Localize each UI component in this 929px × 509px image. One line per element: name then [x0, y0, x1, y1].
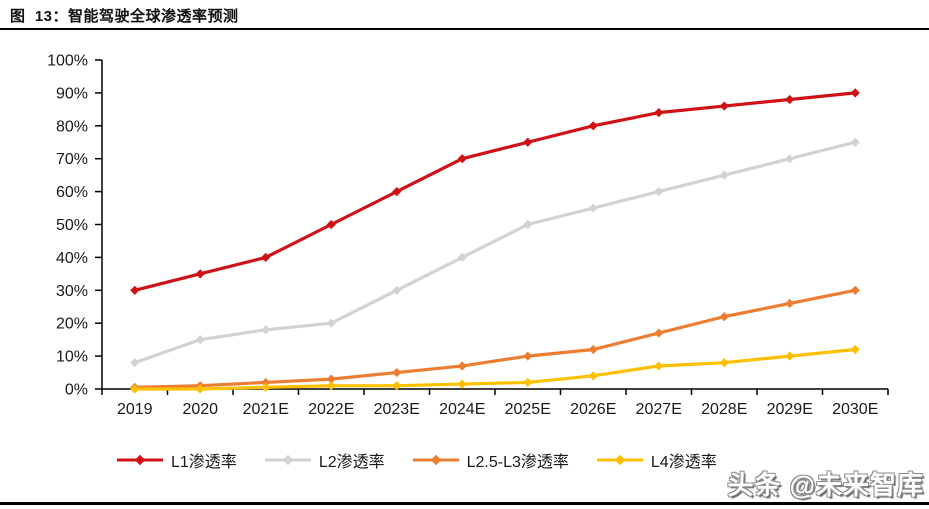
legend-marker-icon: [596, 454, 643, 466]
x-axis-tick-label: 2020: [182, 401, 218, 418]
data-point-marker-0: [654, 108, 664, 118]
data-point-marker-0: [719, 101, 729, 111]
data-point-marker-1: [392, 285, 402, 295]
legend-marker-icon: [412, 454, 459, 466]
legend-label: L1渗透率: [171, 454, 237, 471]
x-axis-tick-label: 2022E: [308, 401, 354, 418]
penetration-rate-line-chart: 0% 10% 20% 30% 40% 50% 60% 70% 80% 90% 100% 2019 202…: [47, 53, 889, 418]
data-point-marker-3: [326, 381, 336, 391]
y-axis-tick-label: 0%: [65, 382, 88, 399]
y-axis-tick-label: 100%: [47, 53, 88, 70]
watermark-text: 头条 @未来智库: [727, 470, 924, 500]
data-point-marker-1: [523, 219, 533, 230]
data-point-marker-3: [785, 351, 795, 361]
y-axis-tick-label: 30%: [56, 283, 88, 300]
data-point-marker-2: [588, 344, 598, 355]
legend-marker-icon: [117, 454, 163, 466]
data-point-marker-3: [195, 384, 205, 394]
figure-title-bar: 图 13：智能驾驶全球渗透率预测: [0, 0, 929, 30]
data-point-marker-1: [457, 252, 467, 262]
data-point-marker-1: [719, 170, 729, 180]
data-point-marker-3: [719, 358, 729, 368]
data-point-marker-2: [261, 377, 271, 388]
data-point-marker-3: [457, 379, 467, 389]
data-point-marker-1: [130, 358, 140, 368]
data-point-marker-0: [850, 88, 860, 98]
bottom-divider-line: [0, 502, 929, 505]
series-line-1: [133, 140, 857, 365]
data-point-marker-3: [654, 361, 664, 371]
data-point-marker-0: [457, 154, 467, 164]
x-axis-tick-label: 2024E: [439, 401, 485, 418]
data-point-marker-1: [588, 203, 598, 213]
data-point-marker-0: [523, 137, 533, 147]
legend-diamond: [430, 454, 441, 466]
data-point-marker-1: [195, 335, 205, 345]
data-point-marker-1: [654, 187, 664, 197]
legend-label: L2.5-L3渗透率: [466, 454, 569, 471]
x-axis-tick-label: 2025E: [505, 401, 551, 418]
legend-item-0: L1渗透率: [116, 448, 237, 472]
data-point-marker-3: [261, 382, 271, 392]
y-axis-tick-label: 10%: [56, 349, 88, 366]
data-point-marker-1: [261, 325, 271, 335]
x-axis-tick-label: 2023E: [374, 401, 420, 418]
data-point-marker-0: [195, 269, 205, 279]
data-point-marker-1: [850, 137, 860, 147]
series-line-3: [133, 347, 857, 391]
data-point-marker-1: [326, 318, 336, 328]
x-axis-tick-label: 2030E: [832, 401, 878, 418]
data-point-marker-2: [523, 351, 533, 361]
series-line-0: [133, 91, 857, 292]
data-point-marker-3: [850, 344, 860, 355]
data-point-marker-1: [785, 154, 795, 164]
legend-item-1: L2渗透率: [264, 448, 385, 472]
y-axis-tick-label: 60%: [56, 184, 88, 201]
data-point-marker-2: [785, 298, 795, 309]
x-axis-tick-label: 2021E: [243, 401, 289, 418]
data-point-marker-0: [130, 285, 140, 295]
legend-diamond: [614, 454, 626, 466]
y-axis-tick-label: 80%: [56, 118, 88, 135]
x-axis-tick-label: 2027E: [636, 401, 682, 418]
x-axis-tick-label: 2026E: [570, 401, 616, 418]
legend-label: L4渗透率: [650, 454, 717, 471]
y-axis-tick-label: 40%: [56, 250, 88, 267]
data-point-marker-0: [261, 252, 271, 262]
y-axis-tick-label: 50%: [56, 217, 88, 234]
legend-marker-icon: [264, 454, 311, 466]
legend-diamond: [134, 454, 146, 466]
data-point-marker-3: [130, 384, 140, 394]
data-point-marker-2: [719, 312, 729, 322]
x-axis-tick-label: 2028E: [701, 401, 747, 418]
y-axis-tick-label: 20%: [56, 316, 88, 333]
legend-item-2: L2.5-L3渗透率: [412, 448, 569, 472]
data-point-marker-3: [523, 377, 533, 388]
x-axis-tick-label: 2019: [117, 401, 153, 418]
figure-title: 图 13：智能驾驶全球渗透率预测: [10, 8, 239, 25]
x-axis-tick-label: 2029E: [767, 401, 813, 418]
chart-legend: L1渗透率 L2渗透率 L2.5-L3渗透率 L4渗透率: [116, 448, 717, 472]
y-axis-tick-label: 70%: [56, 151, 88, 168]
data-point-marker-2: [850, 285, 860, 295]
data-point-marker-3: [392, 381, 402, 391]
data-point-marker-2: [392, 367, 402, 378]
data-point-marker-2: [457, 361, 467, 371]
series-line-2: [133, 288, 857, 389]
legend-diamond: [282, 454, 294, 466]
data-point-marker-3: [588, 371, 598, 381]
data-point-marker-2: [654, 328, 664, 338]
data-point-marker-0: [785, 94, 795, 105]
y-axis-tick-label: 90%: [56, 85, 88, 102]
data-point-marker-0: [326, 219, 336, 230]
data-point-marker-0: [392, 187, 402, 197]
data-point-marker-0: [588, 121, 598, 131]
legend-label: L2渗透率: [318, 454, 385, 471]
legend-item-3: L4渗透率: [596, 448, 717, 472]
data-point-marker-2: [326, 374, 336, 384]
